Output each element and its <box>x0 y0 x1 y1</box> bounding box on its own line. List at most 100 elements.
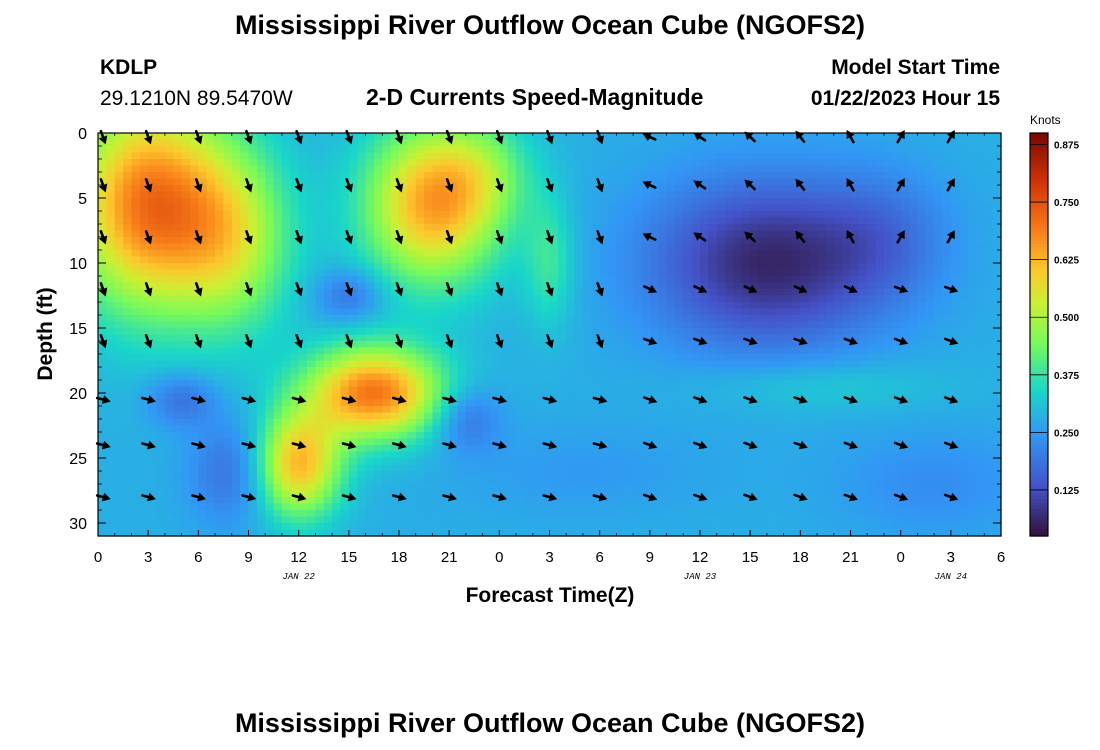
heatmap-cell <box>741 328 751 336</box>
heatmap-cell <box>700 172 709 180</box>
heatmap-cell <box>566 328 576 336</box>
heatmap-cell <box>892 386 902 394</box>
heatmap-cell <box>449 386 459 394</box>
heatmap-cell <box>399 211 408 219</box>
heatmap-cell <box>875 198 885 206</box>
heatmap-cell <box>850 230 860 238</box>
heatmap-cell <box>909 406 918 414</box>
heatmap-cell <box>315 185 325 193</box>
heatmap-cell <box>708 237 718 245</box>
heatmap-cell <box>649 360 659 368</box>
heatmap-cell <box>557 412 567 420</box>
heatmap-cell <box>240 302 250 310</box>
heatmap-cell <box>833 289 843 297</box>
heatmap-cell <box>666 380 676 388</box>
heatmap-cell <box>206 360 216 368</box>
heatmap-cell <box>273 321 283 329</box>
heatmap-cell <box>390 328 400 336</box>
heatmap-cell <box>365 159 375 167</box>
heatmap-cell <box>215 237 225 245</box>
heatmap-cell <box>674 282 684 290</box>
heatmap-cell <box>892 334 902 342</box>
heatmap-cell <box>858 276 868 284</box>
heatmap-cell <box>808 360 818 368</box>
heatmap-cell <box>189 341 199 349</box>
heatmap-cell <box>624 152 634 160</box>
heatmap-cell <box>507 412 517 420</box>
heatmap-cell <box>750 354 760 362</box>
heatmap-cell <box>700 412 709 420</box>
heatmap-cell <box>490 269 500 277</box>
heatmap-cell <box>825 412 835 420</box>
heatmap-cell <box>332 302 342 310</box>
heatmap-cell <box>206 321 216 329</box>
heatmap-cell <box>817 360 827 368</box>
heatmap-cell <box>415 289 425 297</box>
heatmap-cell <box>833 146 843 154</box>
heatmap-cell <box>457 185 467 193</box>
heatmap-cell <box>248 295 258 303</box>
heatmap-cell <box>474 295 484 303</box>
heatmap-cell <box>750 386 760 394</box>
heatmap-cell <box>716 243 726 251</box>
heatmap-cell <box>842 146 852 154</box>
heatmap-cell <box>223 432 233 440</box>
heatmap-cell <box>307 204 316 212</box>
heatmap-cell <box>557 139 567 147</box>
heatmap-cell <box>499 341 509 349</box>
heatmap-cell <box>591 419 601 427</box>
heatmap-cell <box>691 198 701 206</box>
heatmap-cell <box>298 373 308 381</box>
heatmap-cell <box>131 204 141 212</box>
heatmap-cell <box>231 289 241 297</box>
heatmap-cell <box>181 269 191 277</box>
heatmap-cell <box>323 393 333 401</box>
heatmap-cell <box>114 152 124 160</box>
heatmap-cell <box>432 360 442 368</box>
heatmap-cell <box>909 302 918 310</box>
heatmap-cell <box>658 211 668 219</box>
heatmap-cell <box>984 263 994 271</box>
heatmap-cell <box>256 230 266 238</box>
heatmap-cell <box>566 159 576 167</box>
heatmap-cell <box>424 302 434 310</box>
heatmap-cell <box>131 282 141 290</box>
heatmap-cell <box>373 224 383 232</box>
heatmap-cell <box>457 146 467 154</box>
heatmap-cell <box>817 198 827 206</box>
heatmap-cell <box>390 406 400 414</box>
heatmap-cell <box>315 133 325 141</box>
heatmap-cell <box>123 412 133 420</box>
heatmap-cell <box>750 256 760 264</box>
heatmap-cell <box>892 360 902 368</box>
heatmap-cell <box>825 198 835 206</box>
heatmap-cell <box>357 393 367 401</box>
heatmap-cell <box>591 152 601 160</box>
heatmap-cell <box>574 269 584 277</box>
heatmap-cell <box>164 172 174 180</box>
heatmap-cell <box>750 373 760 381</box>
heatmap-cell <box>975 419 985 427</box>
heatmap-cell <box>348 367 358 375</box>
heatmap-cell <box>231 276 241 284</box>
heatmap-cell <box>549 380 559 388</box>
heatmap-cell <box>633 269 643 277</box>
heatmap-cell <box>173 367 183 375</box>
heatmap-cell <box>909 419 918 427</box>
heatmap-cell <box>390 282 400 290</box>
heatmap-cell <box>240 432 250 440</box>
heatmap-cell <box>716 425 726 433</box>
heatmap-cell <box>348 185 358 193</box>
heatmap-cell <box>323 204 333 212</box>
heatmap-cell <box>114 243 124 251</box>
heatmap-cell <box>507 178 517 186</box>
heatmap-cell <box>557 133 567 141</box>
heatmap-cell <box>206 399 216 407</box>
heatmap-cell <box>917 367 927 375</box>
heatmap-cell <box>382 321 392 329</box>
heatmap-cell <box>106 139 116 147</box>
heatmap-cell <box>708 256 718 264</box>
heatmap-cell <box>507 191 517 199</box>
heatmap-cell <box>399 367 408 375</box>
heatmap-cell <box>984 276 994 284</box>
